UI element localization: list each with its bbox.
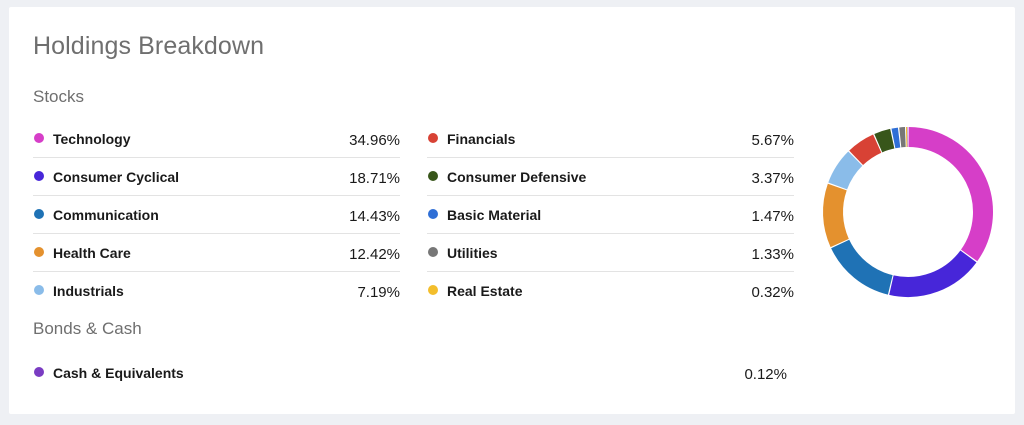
donut-slice-technology — [908, 127, 993, 262]
list-item-value: 0.32% — [751, 284, 794, 301]
stocks-list-left: Technology 34.96% Consumer Cyclical 18.7… — [33, 120, 400, 309]
list-item-label: Basic Material — [447, 207, 542, 223]
holdings-card: Holdings Breakdown Stocks Technology 34.… — [9, 7, 1015, 414]
list-item-label: Consumer Cyclical — [53, 169, 180, 185]
list-item: Basic Material 1.47% — [427, 196, 794, 234]
list-item-label: Health Care — [53, 245, 131, 261]
communication-dot — [34, 209, 44, 219]
list-item-label: Consumer Defensive — [447, 169, 587, 185]
list-item-label: Real Estate — [447, 283, 523, 299]
list-item-value: 3.37% — [751, 170, 794, 187]
page-title: Holdings Breakdown — [33, 32, 265, 60]
list-item-value: 1.33% — [751, 246, 794, 263]
donut-slice-financials — [849, 134, 882, 166]
list-item: Real Estate 0.32% — [427, 272, 794, 309]
list-item-value: 5.67% — [751, 132, 794, 149]
health-care-dot — [34, 247, 44, 257]
list-item-value: 34.96% — [349, 132, 400, 149]
holdings-donut-chart — [823, 127, 993, 297]
list-item: Communication 14.43% — [33, 196, 400, 234]
stocks-heading: Stocks — [33, 87, 85, 106]
cash-equivalents-dot — [34, 367, 44, 377]
donut-slice-health-care — [823, 183, 849, 248]
list-item: Industrials 7.19% — [33, 272, 400, 309]
list-item: Cash & Equivalents 0.12% — [33, 354, 787, 391]
bonds-heading: Bonds & Cash — [33, 319, 142, 338]
industrials-dot — [34, 285, 44, 295]
consumer-defensive-dot — [428, 171, 438, 181]
financials-dot — [428, 133, 438, 143]
bonds-list: Cash & Equivalents 0.12% — [33, 354, 787, 391]
list-item: Consumer Cyclical 18.71% — [33, 158, 400, 196]
list-item-value: 18.71% — [349, 170, 400, 187]
list-item: Financials 5.67% — [427, 120, 794, 158]
utilities-dot — [428, 247, 438, 257]
list-item-label: Communication — [53, 207, 159, 223]
list-item: Health Care 12.42% — [33, 234, 400, 272]
basic-material-dot — [428, 209, 438, 219]
list-item-value: 14.43% — [349, 208, 400, 225]
list-item-value: 12.42% — [349, 246, 400, 263]
list-item-label: Financials — [447, 131, 516, 147]
consumer-cyclical-dot — [34, 171, 44, 181]
technology-dot — [34, 133, 44, 143]
donut-slice-communication — [831, 239, 893, 295]
donut-slice-consumer-defensive — [874, 128, 895, 153]
donut-slice-basic-material — [891, 127, 901, 149]
list-item: Technology 34.96% — [33, 120, 400, 158]
list-item-value: 0.12% — [744, 366, 787, 383]
donut-slice-industrials — [828, 151, 863, 190]
list-item-label: Industrials — [53, 283, 124, 299]
real-estate-dot — [428, 285, 438, 295]
list-item-value: 1.47% — [751, 208, 794, 225]
list-item: Consumer Defensive 3.37% — [427, 158, 794, 196]
list-item-label: Technology — [53, 131, 131, 147]
list-item-value: 7.19% — [357, 284, 400, 301]
stocks-list-right: Financials 5.67% Consumer Defensive 3.37… — [427, 120, 794, 309]
list-item-label: Cash & Equivalents — [53, 365, 184, 381]
list-item: Utilities 1.33% — [427, 234, 794, 272]
list-item-label: Utilities — [447, 245, 498, 261]
donut-slice-consumer-cyclical — [889, 250, 977, 297]
